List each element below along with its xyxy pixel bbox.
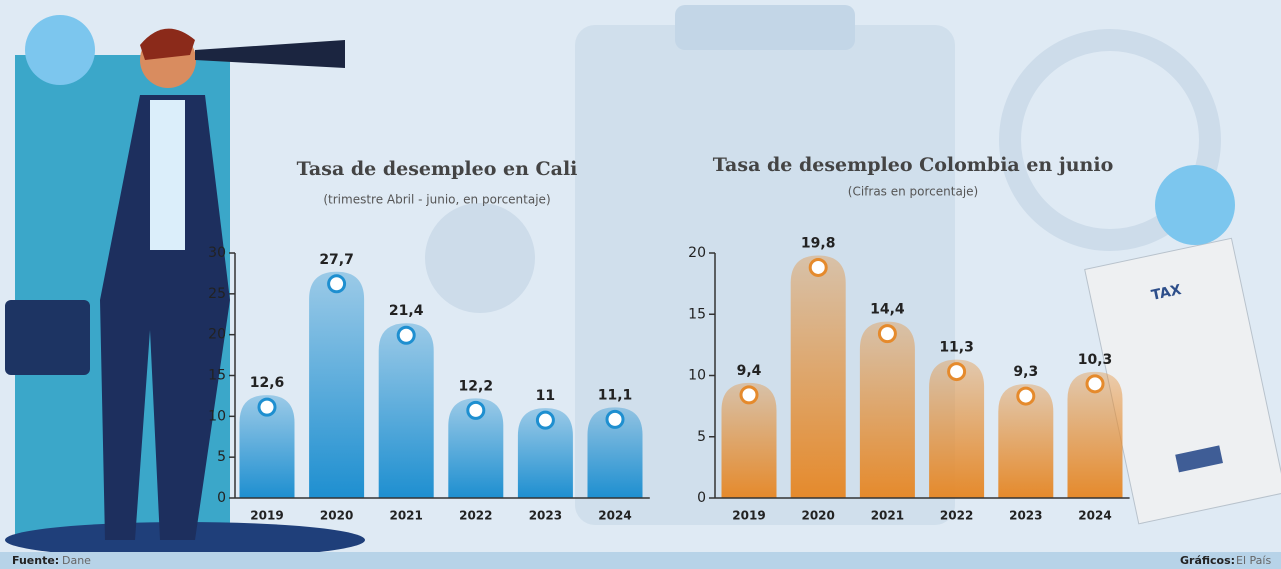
bar xyxy=(1067,371,1123,498)
tax-label: TAX xyxy=(1150,282,1183,304)
y-tick-label: 30 xyxy=(208,245,226,261)
value-label: 11 xyxy=(536,388,555,404)
coin-decoration xyxy=(425,203,535,313)
value-label: 9,3 xyxy=(1013,364,1038,380)
bar xyxy=(309,271,365,498)
value-label: 21,4 xyxy=(389,303,424,319)
value-marker xyxy=(808,257,828,277)
footer-bar xyxy=(0,552,1281,569)
x-tick-label: 2019 xyxy=(250,509,283,523)
bar xyxy=(998,384,1054,498)
bar xyxy=(517,408,573,498)
bulb-icon-right xyxy=(1155,165,1235,245)
value-label: 9,4 xyxy=(737,363,762,379)
bar xyxy=(239,395,295,498)
value-label: 11,1 xyxy=(598,387,633,403)
value-marker xyxy=(257,397,277,417)
y-tick-label: 20 xyxy=(208,327,226,343)
y-tick-label: 15 xyxy=(688,306,706,322)
value-marker xyxy=(877,324,897,344)
y-tick-label: 5 xyxy=(697,429,706,445)
person-hair xyxy=(140,28,195,60)
tax-stamp xyxy=(1175,445,1223,473)
chart-title: Tasa de desempleo Colombia en junio xyxy=(713,154,1114,176)
value-label: 19,8 xyxy=(801,235,836,251)
x-tick-label: 2020 xyxy=(320,509,353,523)
briefcase xyxy=(5,300,90,375)
y-tick-label: 5 xyxy=(217,449,226,465)
bar xyxy=(448,398,504,498)
source-label: Fuente: xyxy=(12,554,59,567)
y-tick-label: 25 xyxy=(208,286,226,302)
value-marker xyxy=(396,325,416,345)
x-tick-label: 2024 xyxy=(598,509,631,523)
bar xyxy=(929,359,985,498)
source: Dane xyxy=(62,554,91,567)
y-tick-label: 10 xyxy=(688,368,706,384)
bar xyxy=(587,407,643,498)
target-decoration xyxy=(999,29,1221,251)
credits-label: Gráficos: xyxy=(1180,554,1235,567)
chart-subtitle: (Cifras en porcentaje) xyxy=(848,185,978,199)
bar xyxy=(721,382,777,498)
x-tick-label: 2021 xyxy=(871,509,904,523)
value-marker xyxy=(605,409,625,429)
tax-document: TAX xyxy=(1084,237,1281,525)
y-tick-label: 20 xyxy=(688,245,706,261)
x-tick-label: 2024 xyxy=(1078,509,1111,523)
bar xyxy=(859,321,915,498)
y-tick-label: 0 xyxy=(697,490,706,506)
credits: El País xyxy=(1236,554,1271,567)
y-tick-label: 0 xyxy=(217,490,226,506)
value-marker xyxy=(1085,374,1105,394)
x-tick-label: 2023 xyxy=(529,509,562,523)
bulb-icon xyxy=(25,15,95,85)
bar xyxy=(790,255,846,498)
y-tick-label: 10 xyxy=(208,408,226,424)
chart-subtitle: (trimestre Abril - junio, en porcentaje) xyxy=(323,193,550,207)
x-tick-label: 2021 xyxy=(389,509,422,523)
x-tick-label: 2020 xyxy=(801,509,834,523)
value-marker xyxy=(1016,386,1036,406)
value-label: 27,7 xyxy=(319,252,354,268)
value-marker xyxy=(327,274,347,294)
value-marker xyxy=(739,385,759,405)
x-tick-label: 2022 xyxy=(459,509,492,523)
value-label: 12,6 xyxy=(250,375,285,391)
x-tick-label: 2019 xyxy=(732,509,765,523)
value-label: 12,2 xyxy=(459,378,494,394)
clipboard-clip xyxy=(675,5,855,50)
value-label: 11,3 xyxy=(939,340,974,356)
person-shirt xyxy=(150,100,185,250)
chart-title: Tasa de desempleo en Cali xyxy=(297,158,578,180)
value-marker xyxy=(535,410,555,430)
x-tick-label: 2023 xyxy=(1009,509,1042,523)
value-label: 14,4 xyxy=(870,302,905,318)
value-marker xyxy=(947,362,967,382)
bar xyxy=(378,323,434,498)
x-tick-label: 2022 xyxy=(940,509,973,523)
telescope xyxy=(195,40,345,68)
value-label: 10,3 xyxy=(1078,352,1113,368)
person-body xyxy=(100,95,230,540)
y-tick-label: 15 xyxy=(208,368,226,384)
value-marker xyxy=(466,400,486,420)
